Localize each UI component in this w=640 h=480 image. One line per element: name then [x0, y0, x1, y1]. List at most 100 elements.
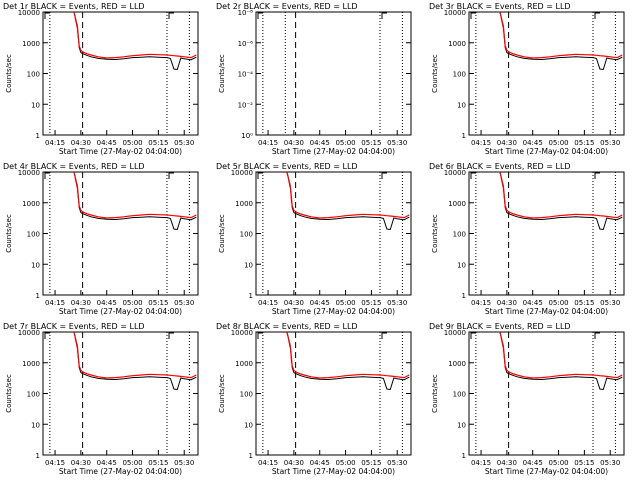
x-axis-label: Start Time (27-May-02 04:04:00)	[272, 147, 395, 156]
y-axis-label: Counts/sec	[5, 374, 13, 413]
x-tick-label: 04:30	[71, 299, 91, 307]
y-tick-label: 1000	[235, 200, 253, 208]
bracket-mark-right	[381, 332, 387, 339]
bracket-mark-left	[257, 332, 263, 339]
x-tick-label: 05:30	[174, 459, 194, 467]
x-tick-label: 05:00	[335, 139, 355, 147]
y-tick-label: 10	[457, 421, 466, 429]
series-lld	[73, 171, 197, 219]
y-tick-label: 1	[36, 132, 40, 140]
series-lld	[73, 331, 197, 379]
x-tick-label: 04:15	[45, 459, 65, 467]
y-tick-label: 10000	[18, 329, 40, 337]
plot-frame	[468, 171, 625, 296]
x-tick-label: 04:15	[471, 139, 491, 147]
bracket-mark-right	[168, 172, 174, 179]
panel-title: Det 1r BLACK = Events, RED = LLD	[3, 2, 145, 11]
x-tick-label: 04:30	[284, 459, 304, 467]
panel-title: Det 9r BLACK = Events, RED = LLD	[429, 322, 571, 331]
bracket-mark-left	[470, 332, 476, 339]
y-tick-label: 10000	[231, 169, 253, 177]
y-tick-label: 10	[244, 261, 253, 269]
x-tick-label: 05:30	[174, 139, 194, 147]
panel-title: Det 4r BLACK = Events, RED = LLD	[3, 162, 145, 171]
x-tick-label: 04:45	[97, 139, 117, 147]
x-tick-label: 04:15	[258, 139, 278, 147]
y-tick-label: 10	[31, 421, 40, 429]
y-axis-label: Counts/sec	[218, 54, 226, 93]
y-tick-label: 100	[453, 391, 466, 399]
x-tick-label: 05:15	[574, 459, 594, 467]
x-axis-label: Start Time (27-May-02 04:04:00)	[59, 307, 182, 316]
panel-title: Det 2r BLACK = Events, RED = LLD	[216, 2, 358, 11]
bracket-mark-left	[470, 12, 476, 19]
panel-title: Det 8r BLACK = Events, RED = LLD	[216, 322, 358, 331]
y-tick-label: 10000	[444, 9, 466, 17]
series-events	[286, 331, 410, 391]
y-tick-label: 10	[457, 261, 466, 269]
y-axis-label: Counts/sec	[5, 54, 13, 93]
x-tick-label: 05:00	[122, 139, 142, 147]
x-tick-label: 05:15	[361, 459, 381, 467]
y-tick-label: 10⁻⁴	[238, 71, 254, 79]
panel-det-8: Det 8r BLACK = Events, RED = LLD 1 10 100 10…	[216, 322, 412, 476]
plot-frame	[255, 171, 412, 296]
x-tick-label: 04:30	[497, 299, 517, 307]
panel-det-3: Det 3r BLACK = Events, RED = LLD 1 10 100 10…	[429, 2, 625, 156]
x-tick-label: 05:15	[361, 139, 381, 147]
x-tick-label: 04:45	[523, 139, 543, 147]
y-tick-label: 10⁻²	[238, 101, 254, 109]
x-axis-label: Start Time (27-May-02 04:04:00)	[485, 307, 608, 316]
plot-frame	[42, 331, 199, 456]
x-tick-label: 05:15	[574, 139, 594, 147]
x-tick-label: 04:45	[310, 459, 330, 467]
y-tick-label: 1000	[22, 360, 40, 368]
y-tick-label: 10000	[18, 169, 40, 177]
x-tick-label: 04:15	[45, 299, 65, 307]
y-tick-label: 10000	[231, 329, 253, 337]
x-tick-label: 04:15	[471, 299, 491, 307]
x-tick-label: 05:30	[600, 299, 620, 307]
y-tick-label: 10	[457, 101, 466, 109]
x-tick-label: 05:00	[548, 459, 568, 467]
plot-frame	[255, 11, 412, 136]
x-tick-label: 04:30	[284, 299, 304, 307]
x-tick-label: 05:15	[148, 299, 168, 307]
x-tick-label: 04:45	[523, 299, 543, 307]
x-tick-label: 04:30	[284, 139, 304, 147]
y-axis-label: Counts/sec	[5, 214, 13, 253]
y-tick-label: 1000	[448, 40, 466, 48]
series-lld	[499, 331, 623, 379]
plot-frame	[42, 11, 199, 136]
series-events	[73, 11, 197, 71]
x-tick-label: 05:00	[335, 459, 355, 467]
panel-det-1: Det 1r BLACK = Events, RED = LLD 1 10 100 10…	[3, 2, 199, 156]
x-axis-label: Start Time (27-May-02 04:04:00)	[59, 147, 182, 156]
bracket-mark-right	[594, 332, 600, 339]
y-tick-label: 10	[31, 261, 40, 269]
y-tick-label: 100	[27, 391, 40, 399]
x-tick-label: 04:45	[310, 299, 330, 307]
y-tick-label: 1	[462, 132, 466, 140]
bracket-mark-left	[470, 172, 476, 179]
x-tick-label: 05:30	[600, 139, 620, 147]
y-tick-label: 10⁰	[241, 132, 253, 140]
x-tick-label: 04:45	[523, 459, 543, 467]
series-lld	[499, 171, 623, 219]
y-tick-label: 100	[27, 231, 40, 239]
x-axis-label: Start Time (27-May-02 04:04:00)	[272, 307, 395, 316]
plot-frame	[255, 331, 412, 456]
panel-title: Det 7r BLACK = Events, RED = LLD	[3, 322, 145, 331]
x-axis-label: Start Time (27-May-02 04:04:00)	[485, 467, 608, 476]
panel-det-4: Det 4r BLACK = Events, RED = LLD 1 10 100 10…	[3, 162, 199, 316]
x-tick-label: 04:30	[71, 139, 91, 147]
bracket-mark-left	[44, 172, 50, 179]
bracket-mark-right	[381, 172, 387, 179]
y-tick-label: 1	[462, 452, 466, 460]
y-axis-label: Counts/sec	[218, 374, 226, 413]
y-tick-label: 100	[240, 231, 253, 239]
panel-det-2: Det 2r BLACK = Events, RED = LLD 10⁰ 10⁻² 1…	[216, 2, 412, 156]
bracket-mark-left	[44, 12, 50, 19]
panel-det-6: Det 6r BLACK = Events, RED = LLD 1 10 100 10…	[429, 162, 625, 316]
